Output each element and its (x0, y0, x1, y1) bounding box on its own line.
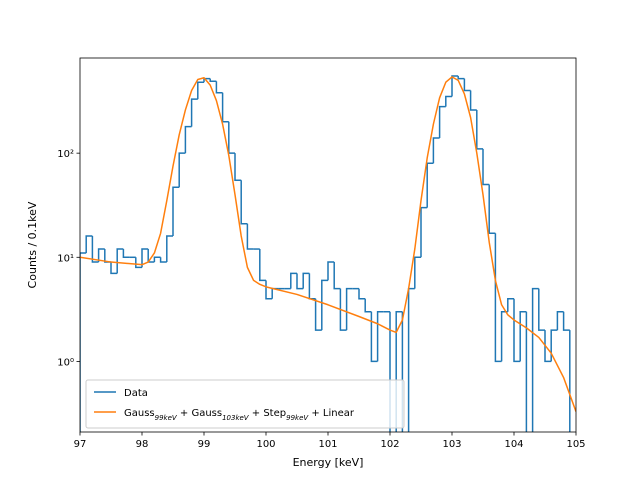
histogram-step (414, 256, 421, 289)
histogram-step (197, 81, 204, 100)
histogram-step (246, 223, 254, 250)
histogram-step (531, 287, 539, 432)
histogram-step (507, 297, 514, 312)
histogram-step (172, 186, 180, 237)
histogram-step (135, 257, 142, 269)
histogram-step (432, 137, 440, 164)
histogram-step (159, 257, 167, 263)
histogram-step (562, 311, 570, 331)
y-tick-label: 10¹ (57, 253, 74, 264)
histogram-step (85, 235, 93, 253)
histogram-step (259, 249, 266, 282)
histogram-step (376, 310, 384, 362)
histogram-step (463, 78, 471, 92)
histogram-step (116, 248, 124, 274)
histogram-step (290, 272, 297, 289)
histogram-step (327, 261, 335, 281)
histogram-step (544, 330, 552, 363)
x-tick-label: 102 (380, 439, 399, 450)
histogram-step (302, 272, 310, 289)
histogram-step (97, 248, 105, 263)
x-tick-label: 101 (318, 439, 337, 450)
histogram-step (321, 279, 328, 331)
legend-label: Data (124, 388, 148, 399)
histogram-step (451, 75, 459, 97)
histogram-step (234, 153, 242, 181)
histogram-step (370, 311, 378, 363)
histogram-step (457, 76, 465, 80)
histogram-step (345, 287, 353, 331)
histogram-step (519, 310, 527, 362)
histogram-step (314, 298, 322, 331)
histogram-step (469, 90, 477, 111)
histogram-step (80, 252, 87, 432)
histogram-step (178, 152, 186, 188)
x-tick-label: 104 (504, 439, 523, 450)
histogram-step (358, 288, 366, 300)
histogram-step (420, 206, 428, 258)
histogram-step (438, 105, 446, 138)
x-tick-label: 98 (136, 439, 149, 450)
histogram-step (333, 262, 341, 290)
histogram-step (488, 184, 496, 235)
x-tick-label: 99 (198, 439, 211, 450)
x-tick-label: 103 (442, 439, 461, 450)
histogram-step (339, 288, 347, 331)
histogram-step (153, 256, 161, 263)
x-tick-label: 100 (256, 439, 275, 450)
histogram-step (401, 311, 404, 432)
x-axis-label: Energy [keV] (293, 456, 364, 469)
legend-label: Gauss99keV + Gauss103keV + Step99keV + L… (124, 408, 355, 422)
histogram-step (190, 98, 198, 127)
overlay: 97 98 99 100 101 102 103 104 105 10⁰ 10¹ 10² Data Gau… (57, 149, 585, 450)
histogram-step (482, 148, 490, 186)
histogram-step (240, 180, 248, 225)
histogram-step (91, 236, 99, 263)
histogram-step (389, 311, 391, 432)
plot-area (80, 75, 576, 432)
histogram-step (426, 162, 434, 208)
y-tick-label: 10² (57, 149, 74, 160)
histogram-step (538, 288, 545, 331)
x-tick-label: 105 (566, 439, 585, 450)
y-tick-label: 10⁰ (57, 357, 74, 368)
histogram-step (209, 78, 217, 83)
histogram-step (550, 329, 558, 362)
histogram-step (569, 330, 571, 432)
histogram-step (166, 235, 173, 263)
histogram-step (215, 81, 223, 94)
x-tick-label: 97 (74, 439, 87, 450)
fit-line (80, 76, 576, 412)
legend-box (85, 379, 405, 429)
histogram-step (110, 262, 118, 275)
y-axis-label: Counts / 0.1keV (26, 201, 39, 288)
histogram-step (141, 248, 149, 268)
histogram-step (556, 310, 564, 331)
histogram-step (122, 249, 130, 259)
histogram-step (364, 298, 372, 313)
histogram-step (296, 273, 304, 290)
histogram-step (184, 125, 192, 154)
histogram-step (525, 311, 528, 432)
histogram-step (445, 95, 452, 107)
